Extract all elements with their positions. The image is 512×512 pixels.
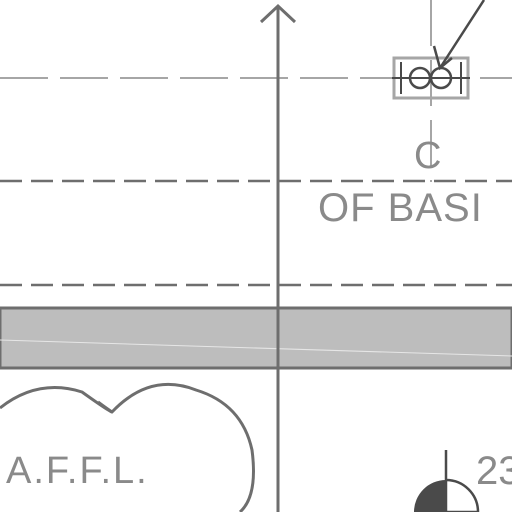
double-circle-fixture-icon xyxy=(392,56,470,100)
quadrant-elevation-marker-icon xyxy=(414,450,480,512)
revision-cloud xyxy=(0,382,255,512)
centerline-symbol-label: C xyxy=(414,135,441,177)
leader-arrow-icon xyxy=(432,0,486,71)
gray-band xyxy=(0,306,512,370)
arrowhead-up-icon xyxy=(259,3,297,24)
cloud-note-label: A.F.F.L. xyxy=(6,450,149,492)
band-hatch-line xyxy=(0,339,512,357)
revision-cloud-lobe xyxy=(97,400,113,414)
basin-note-label: OF BASI xyxy=(318,186,483,230)
dimension-value-label: 23 xyxy=(476,449,512,493)
